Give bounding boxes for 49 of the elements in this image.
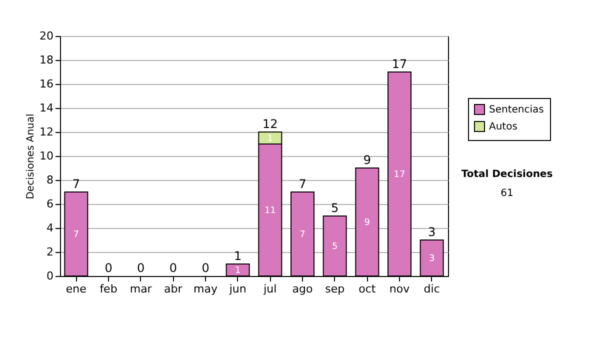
x-tick-label: jul bbox=[262, 282, 277, 296]
y-tick-label: 14 bbox=[40, 102, 54, 114]
total-label: 3 bbox=[428, 225, 436, 239]
data-label: 11 bbox=[264, 206, 276, 216]
x-tick-label: may bbox=[194, 282, 218, 296]
data-label: 7 bbox=[300, 230, 306, 240]
data-label: 1 bbox=[267, 134, 274, 144]
y-axis-title: Decisiones Anual bbox=[26, 114, 37, 200]
x-tick-label: nov bbox=[389, 282, 410, 296]
data-label: 5 bbox=[332, 242, 338, 252]
total-label: 12 bbox=[262, 117, 278, 131]
data-label: 3 bbox=[428, 254, 435, 264]
total-label: 0 bbox=[169, 261, 177, 275]
total-label: 1 bbox=[234, 249, 242, 263]
x-tick-label: abr bbox=[164, 282, 183, 296]
y-tick-label: 12 bbox=[40, 126, 54, 138]
y-tick-label: 10 bbox=[40, 150, 54, 162]
y-tick-label: 8 bbox=[46, 174, 54, 186]
total-label: 0 bbox=[202, 261, 210, 275]
y-tick-label: 6 bbox=[46, 198, 54, 210]
x-tick-label: ago bbox=[292, 282, 313, 296]
x-tick-label: dic bbox=[424, 282, 440, 296]
data-label: 9 bbox=[364, 218, 370, 228]
total-label: 7 bbox=[72, 177, 80, 191]
total-label: 17 bbox=[392, 57, 408, 71]
total-label: 5 bbox=[331, 201, 339, 215]
total-label: 9 bbox=[363, 153, 371, 167]
y-tick-label: 16 bbox=[40, 78, 54, 90]
data-label: 17 bbox=[394, 170, 406, 180]
x-tick-label: oct bbox=[358, 282, 376, 296]
data-label: 1 bbox=[234, 266, 241, 276]
y-tick-label: 18 bbox=[40, 54, 54, 66]
x-tick-label: sep bbox=[325, 282, 345, 296]
text: 61 bbox=[500, 188, 514, 199]
text: Total Decisiones bbox=[461, 169, 553, 180]
legend-label: Sentencias bbox=[489, 104, 544, 116]
x-tick-label: mar bbox=[130, 282, 152, 296]
y-tick-label: 20 bbox=[40, 30, 54, 42]
x-tick-label: feb bbox=[100, 282, 118, 296]
total-label: 0 bbox=[137, 261, 145, 275]
y-tick-label: 0 bbox=[46, 270, 54, 282]
legend-label: Autos bbox=[489, 122, 518, 132]
total-label: 0 bbox=[104, 261, 112, 275]
y-tick-label: 4 bbox=[46, 222, 54, 234]
x-tick-label: ene bbox=[66, 282, 87, 296]
y-tick-label: 2 bbox=[46, 246, 54, 258]
total-label: 7 bbox=[298, 177, 306, 191]
data-label: 7 bbox=[73, 230, 80, 240]
x-tick-label: jun bbox=[228, 282, 246, 296]
